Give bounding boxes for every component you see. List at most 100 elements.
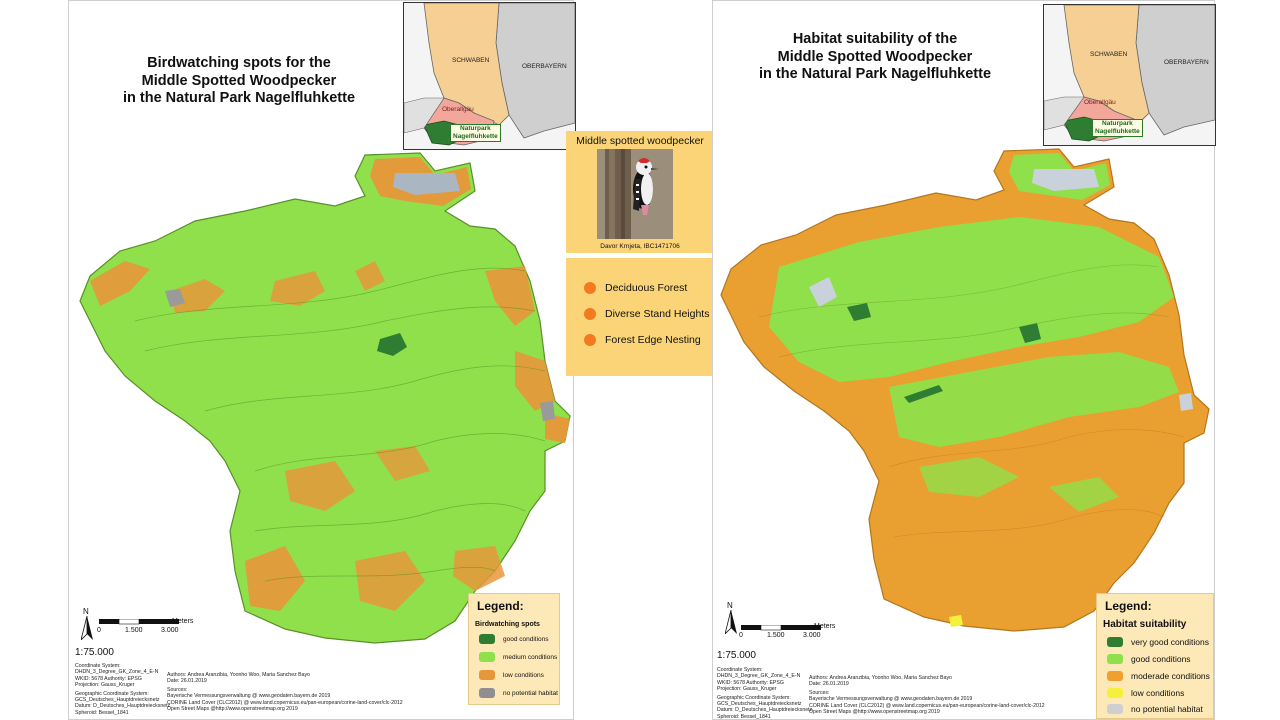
right-map-panel: Habitat suitability of the Middle Spotte…	[712, 0, 1216, 720]
habitat-feature-label: Deciduous Forest	[605, 282, 688, 294]
right-scale-bar	[741, 625, 821, 631]
right-legend-label: very good conditions	[1131, 637, 1209, 647]
left-legend-swatch	[479, 688, 495, 698]
left-scale-tick-2: 3.000	[161, 627, 179, 634]
left-title-line-2: Middle Spotted Woodpecker	[141, 72, 337, 89]
right-legend: Legend: Habitat suitability very good co…	[1096, 593, 1214, 719]
right-title-line-3: in the Natural Park Nagelfluhkette	[758, 66, 992, 82]
right-legend-swatch	[1107, 671, 1123, 681]
right-legend-swatch	[1107, 654, 1123, 664]
woodpecker-photo	[597, 149, 673, 239]
right-legend-swatch	[1107, 704, 1123, 714]
left-map-title: Birdwatching spots for the Middle Spotte…	[89, 55, 389, 108]
left-park-map	[79, 152, 571, 644]
right-legend-item: moderade conditions	[1107, 671, 1210, 681]
left-scale-unit: Meters	[172, 618, 194, 625]
left-title-line-3: in the Natural Park Nagelfluhkette	[122, 90, 356, 106]
right-meta-left-line: Spheroid: Bessel_1841	[717, 713, 771, 720]
right-meta-right-line: Authors: Andrea Aranzibia, Yoonho Woo, M…	[809, 675, 952, 681]
left-title-line-1: Birdwatching spots for the	[147, 55, 331, 71]
right-inset-label-schwaben: SCHWABEN	[1090, 51, 1128, 58]
left-meta-right-line: CORINE Land Cover (CLC2012) @ www.land.c…	[167, 699, 403, 706]
right-meta-left-line: WKID: 5678 Authority: EPSG	[717, 679, 784, 686]
right-legend-label: no potential habitat	[1131, 704, 1203, 714]
left-inset-park-label: Naturpark Nagelfluhkette	[450, 124, 501, 142]
left-meta-left-line: Datum: D_Deutsches_Hauptdreiecksnetz	[75, 703, 171, 710]
left-authors-sources: Authors: Andrea Aranzibia, Yoonho Woo, M…	[167, 672, 403, 712]
left-legend-label: medium conditions	[503, 653, 558, 661]
orange-dot-icon	[584, 334, 596, 346]
left-meta-left-line: Geographic Coordinate System:	[75, 690, 149, 697]
left-meta-left-line: WKID: 5678 Authority: EPSG	[75, 675, 142, 682]
left-meta-right-line: Open Street Maps @http://www.openstreetm…	[167, 706, 298, 713]
right-legend-item: low conditions	[1107, 688, 1184, 698]
left-legend-label: no potential habitat	[503, 689, 558, 697]
left-map-panel: Birdwatching spots for the Middle Spotte…	[68, 0, 576, 720]
left-legend-item: medium conditions	[479, 652, 557, 662]
right-title-line-2: Middle Spotted Woodpecker	[777, 48, 973, 65]
right-meta-left-line: GCS_Deutsches_Hauptdreiecksnetz	[717, 701, 802, 708]
species-info-card: Middle spotted woodpecker Davor Krnjeta,…	[566, 131, 714, 376]
left-north-label: N	[83, 607, 89, 616]
right-inset-park-line-2: Nagelfluhkette	[1095, 128, 1140, 135]
right-meta-left-line: DHDN_3_Degree_GK_Zone_4_E-N	[717, 673, 801, 680]
right-meta-left-line: Geographic Coordinate System:	[717, 694, 791, 701]
habitat-feature: Deciduous Forest	[584, 282, 687, 294]
left-inset-label-district: Oberallgäu	[442, 106, 474, 113]
right-inset-label-oberbayern: OBERBAYERN	[1164, 59, 1209, 66]
left-inset-park-line-2: Nagelfluhkette	[453, 133, 498, 140]
left-north-arrow-icon	[80, 615, 93, 642]
right-meta-left-line: Datum: D_Deutsches_Hauptdreiecksnetz	[717, 707, 813, 714]
right-legend-label: low conditions	[1131, 688, 1185, 698]
orange-dot-icon	[584, 282, 596, 294]
left-legend-label: good conditions	[503, 635, 549, 643]
left-legend-subtitle: Birdwatching spots	[475, 621, 540, 628]
left-legend-swatch	[479, 652, 495, 662]
left-legend-item: no potential habitat	[479, 688, 558, 698]
left-meta-left-line: Spheroid: Bessel_1841	[75, 709, 129, 716]
right-scale-tick-1: 1.500	[767, 632, 785, 639]
left-meta-right-line: Date: 26.01.2019	[167, 678, 207, 685]
left-inset-label-schwaben: SCHWABEN	[452, 57, 490, 64]
right-north-arrow: N	[724, 601, 737, 636]
left-scale-ratio: 1:75.000	[75, 647, 114, 658]
left-locator-inset: SCHWABEN OBERBAYERN Oberallgäu Naturpark…	[403, 2, 576, 150]
left-legend-swatch	[479, 634, 495, 644]
right-north-arrow-icon	[724, 609, 737, 636]
right-legend-title: Legend:	[1105, 599, 1152, 613]
right-inset-park-line-1: Naturpark	[1102, 120, 1133, 127]
right-north-label: N	[727, 601, 733, 610]
right-legend-label: good conditions	[1131, 654, 1191, 664]
card-divider	[566, 253, 714, 258]
left-meta-left-line: DHDN_3_Degree_GK_Zone_4_E-N	[75, 669, 159, 676]
right-coordinate-info: Coordinate System: DHDN_3_Degree_GK_Zone…	[717, 667, 812, 720]
left-meta-right-line: Bayerische Vermessungsverwaltung @ www.g…	[167, 693, 331, 700]
left-legend-item: good conditions	[479, 634, 549, 644]
left-meta-left-line: GCS_Deutsches_Hauptdreiecksnetz	[75, 697, 160, 704]
right-meta-left-line: Projection: Gauss_Kruger	[717, 686, 777, 693]
left-coordinate-info: Coordinate System: DHDN_3_Degree_GK_Zone…	[75, 663, 170, 716]
photo-credit: Davor Krnjeta, IBC1471706	[600, 243, 680, 250]
right-meta-right-line: Date: 26.01.2019	[809, 681, 849, 688]
right-meta-right-line: CORINE Land Cover (CLC2012) @ www.land.c…	[809, 702, 1045, 709]
orange-dot-icon	[584, 308, 596, 320]
right-legend-label: moderade conditions	[1131, 671, 1210, 681]
left-meta-left-line: Projection: Gauss_Kruger	[75, 682, 135, 689]
left-north-arrow: N	[80, 607, 93, 642]
left-scale-tick-1: 1.500	[125, 627, 143, 634]
right-authors-sources: Authors: Andrea Aranzibia, Yoonho Woo, M…	[809, 675, 1045, 715]
left-meta-right-line: Sources:	[167, 686, 188, 693]
right-meta-right-line: Sources:	[809, 689, 830, 696]
left-meta-right-line: Authors: Andrea Aranzibia, Yoonho Woo, M…	[167, 672, 310, 678]
woodpecker-image	[597, 149, 673, 239]
right-meta-right-line: Open Street Maps @http://www.openstreetm…	[809, 709, 940, 716]
left-legend-item: low conditions	[479, 670, 544, 680]
right-scale-unit: Meters	[814, 623, 836, 630]
right-meta-right-line: Bayerische Vermessungsverwaltung @ www.g…	[809, 696, 973, 703]
right-legend-swatch	[1107, 688, 1123, 698]
left-inset-label-oberbayern: OBERBAYERN	[522, 63, 567, 70]
left-legend: Legend: Birdwatching spots good conditio…	[468, 593, 560, 705]
right-inset-label-district: Oberallgäu	[1084, 99, 1116, 106]
right-scale-tick-2: 3.000	[803, 632, 821, 639]
right-legend-item: good conditions	[1107, 654, 1191, 664]
